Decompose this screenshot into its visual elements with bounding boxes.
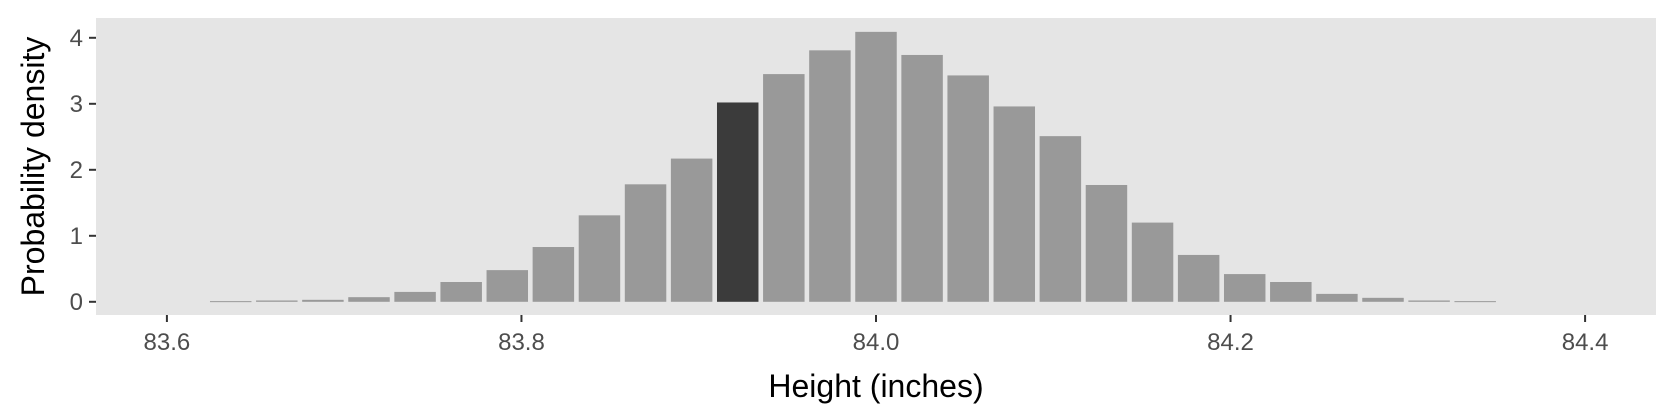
histogram-bar: [1454, 301, 1496, 303]
histogram-bar: [532, 247, 575, 302]
y-tick-label: 1: [70, 223, 83, 250]
histogram-bar: [348, 297, 390, 302]
histogram-bar: [855, 31, 897, 302]
x-tick-label: 84.0: [853, 329, 900, 356]
y-axis-title: Probability density: [15, 37, 51, 297]
histogram-bar: [302, 299, 344, 302]
histogram-bar: [901, 54, 943, 302]
histogram-bar: [763, 74, 805, 302]
bars-group: [209, 31, 1496, 303]
x-tick-label: 84.4: [1562, 329, 1609, 356]
x-tick-label: 83.8: [498, 329, 545, 356]
histogram-bar: [1085, 184, 1128, 302]
y-tick-label: 4: [70, 25, 83, 52]
histogram-bar-highlighted: [716, 102, 759, 302]
histogram-bar: [578, 215, 621, 302]
histogram-bar: [624, 184, 667, 302]
histogram-bar: [256, 300, 298, 302]
x-axis-title: Height (inches): [768, 368, 983, 404]
histogram-bar: [394, 291, 436, 302]
histogram-bar: [993, 106, 1036, 302]
x-tick-label: 84.2: [1207, 329, 1254, 356]
y-axis: 0 1 2 3 4: [70, 25, 96, 316]
x-axis: 83.6 83.8 84.0 84.2 84.4: [144, 315, 1609, 356]
histogram-bar: [1270, 282, 1312, 302]
histogram-bar: [1131, 222, 1174, 302]
histogram-bar: [440, 282, 482, 302]
histogram-bar: [1316, 293, 1358, 302]
y-tick-label: 2: [70, 157, 83, 184]
histogram-bar: [1223, 274, 1266, 302]
histogram-bar: [809, 50, 851, 302]
histogram-bar: [209, 301, 252, 303]
histogram-bar: [670, 158, 713, 302]
histogram-bar: [1039, 136, 1082, 302]
histogram-bar: [486, 270, 529, 302]
x-tick-label: 83.6: [144, 329, 191, 356]
histogram-bar: [1362, 297, 1404, 302]
histogram-bar: [1177, 254, 1220, 302]
y-tick-label: 3: [70, 91, 83, 118]
histogram-bar: [1408, 300, 1450, 302]
y-tick-label: 0: [70, 289, 83, 316]
histogram-bar: [947, 75, 989, 302]
